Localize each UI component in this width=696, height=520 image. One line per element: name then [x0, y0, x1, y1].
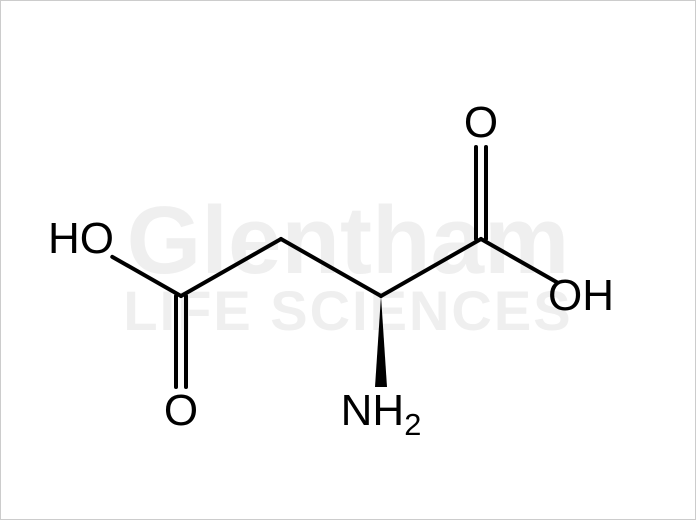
atom-label-o4: OH — [548, 274, 614, 318]
atom-label-o2: O — [164, 389, 198, 433]
structure-diagram: Glentham LIFE SCIENCES HOONH2OOH — [0, 0, 696, 520]
atom-label-o1: HO — [48, 217, 114, 261]
atom-label-o3: O — [464, 101, 498, 145]
atom-label-n1: NH2 — [341, 389, 422, 433]
